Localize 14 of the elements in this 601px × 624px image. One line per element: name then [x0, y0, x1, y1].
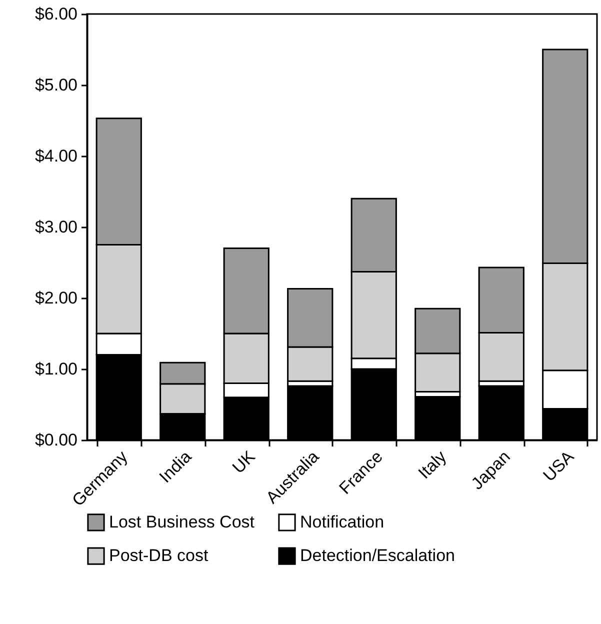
y-tick-label: $3.00	[34, 218, 78, 236]
y-tick-label: $5.00	[34, 76, 78, 94]
legend-label: Post-DB cost	[109, 546, 208, 565]
x-tick-label: USA	[539, 446, 578, 486]
y-tick-label: $6.00	[34, 4, 78, 24]
y-tick-label: $4.00	[34, 146, 78, 166]
y-tick-label: $2.00	[34, 288, 78, 308]
x-tick-label: UK	[228, 446, 260, 478]
y-tick-label: $1.00	[34, 360, 78, 378]
legend-label: Lost Business Cost	[109, 512, 255, 532]
x-tick-label: Italy	[414, 446, 450, 483]
y-tick-label: $0.00	[34, 430, 78, 450]
legend-label: Notification	[300, 512, 384, 532]
legend-label: Detection/Escalation	[300, 546, 455, 565]
